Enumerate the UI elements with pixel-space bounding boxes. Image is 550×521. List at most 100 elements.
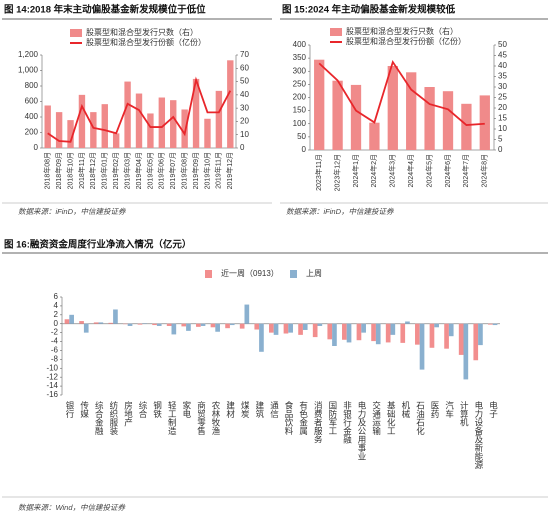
x-tick-label: 2024年4月 bbox=[406, 154, 415, 187]
y-tick-label: 6 bbox=[54, 292, 59, 301]
y-tick-label: -2 bbox=[51, 328, 59, 337]
bar bbox=[369, 122, 380, 150]
y2-tick-label: 0 bbox=[498, 145, 503, 154]
x-tick-label: 交通运输 bbox=[372, 400, 382, 436]
bar bbox=[156, 323, 162, 326]
y-tick-label: 350 bbox=[293, 53, 307, 62]
bar bbox=[385, 323, 391, 343]
y2-tick-label: 10 bbox=[498, 124, 507, 133]
line bbox=[47, 76, 232, 143]
x-tick-label: 商贸零售 bbox=[196, 400, 206, 436]
y-tick-label: 0 bbox=[302, 145, 307, 154]
x-tick-label: 2018年12月 bbox=[88, 152, 97, 189]
y2-tick-label: 20 bbox=[240, 117, 249, 126]
bar bbox=[479, 95, 490, 150]
y2-tick-label: 50 bbox=[240, 77, 249, 86]
bar bbox=[158, 97, 166, 148]
x-tick-label: 2024年6月 bbox=[443, 154, 452, 187]
bar bbox=[314, 59, 325, 151]
y-tick-label: 100 bbox=[293, 119, 307, 128]
y-tick-label: 0 bbox=[54, 319, 59, 328]
bar bbox=[273, 323, 279, 335]
legend-label: 股票型和混合型发行只数（右） bbox=[86, 27, 198, 37]
x-tick-label: 国防军工 bbox=[328, 401, 338, 435]
y2-tick-label: 0 bbox=[240, 143, 245, 152]
bar bbox=[356, 323, 362, 341]
bar bbox=[78, 94, 86, 148]
source-note: 数据来源：Wind，中信建投证券 bbox=[18, 503, 126, 512]
x-tick-label: 轻工制造 bbox=[167, 400, 177, 436]
line bbox=[318, 59, 485, 126]
x-tick-label: 2019年03月 bbox=[122, 152, 131, 189]
bar bbox=[170, 100, 177, 148]
bar bbox=[90, 112, 97, 148]
chart-title: 图 15:2024 年主动偏股基金新发规模较低 bbox=[282, 4, 456, 16]
x-tick-label: 2024年2月 bbox=[369, 154, 378, 187]
bar bbox=[192, 78, 200, 148]
x-tick-label: 2023年11月 bbox=[314, 154, 323, 191]
bar bbox=[371, 323, 376, 342]
x-tick-label: 汽车 bbox=[445, 400, 455, 419]
y-tick-label: -6 bbox=[51, 346, 59, 355]
legend-label: 近一周（0913） bbox=[221, 268, 279, 278]
bar bbox=[312, 323, 318, 338]
bar bbox=[244, 304, 250, 324]
x-tick-label: 2024年1月 bbox=[351, 154, 360, 187]
x-tick-label: 通信 bbox=[269, 400, 279, 419]
x-tick-label: 电力及公用事业 bbox=[357, 400, 367, 460]
y-tick-label: 4 bbox=[54, 301, 59, 310]
y-tick-label: 1,000 bbox=[18, 66, 39, 75]
y-tick-label: 400 bbox=[25, 112, 39, 121]
bar bbox=[288, 323, 293, 333]
bar bbox=[69, 314, 74, 324]
y-tick-label: -8 bbox=[51, 354, 59, 363]
bar bbox=[346, 323, 352, 343]
x-tick-label: 家电 bbox=[182, 400, 192, 418]
bar bbox=[400, 323, 406, 343]
y-tick-label: 1,200 bbox=[18, 50, 39, 59]
x-tick-label: 2019年12月 bbox=[225, 152, 234, 189]
x-tick-label: 2019年04月 bbox=[134, 152, 143, 189]
y-tick-label: -14 bbox=[46, 381, 58, 390]
source-note: 数据来源：iFinD，中信建投证券 bbox=[18, 207, 126, 216]
x-tick-label: 2019年11月 bbox=[214, 152, 223, 189]
y2-tick-label: 35 bbox=[498, 72, 507, 81]
bar bbox=[227, 60, 234, 148]
x-tick-label: 消费者服务 bbox=[313, 400, 323, 444]
bar bbox=[152, 323, 157, 326]
y-tick-label: -12 bbox=[46, 372, 58, 381]
bar bbox=[327, 323, 333, 340]
x-tick-label: 石油石化 bbox=[415, 401, 425, 436]
y2-tick-label: 60 bbox=[240, 63, 249, 72]
bar bbox=[444, 323, 449, 349]
bar bbox=[127, 323, 133, 326]
x-tick-label: 医药 bbox=[430, 401, 440, 419]
bar bbox=[350, 84, 362, 150]
y-tick-label: -16 bbox=[46, 390, 58, 399]
y-tick-label: 200 bbox=[25, 128, 39, 137]
x-tick-label: 传媒 bbox=[80, 400, 90, 419]
x-tick-label: 2019年07月 bbox=[168, 152, 177, 189]
bar bbox=[415, 323, 420, 345]
bar bbox=[200, 323, 206, 326]
x-tick-label: 2019年01月 bbox=[100, 152, 109, 189]
x-tick-label: 建筑 bbox=[255, 400, 265, 419]
bar bbox=[44, 105, 51, 148]
bar bbox=[196, 323, 201, 327]
y-tick-label: 800 bbox=[25, 81, 39, 90]
x-tick-label: 农林牧渔 bbox=[211, 400, 221, 435]
x-tick-label: 2018年08月 bbox=[43, 152, 52, 189]
bar bbox=[434, 323, 439, 328]
x-tick-label: 非银行金融 bbox=[342, 400, 352, 444]
bar bbox=[488, 323, 493, 325]
bar bbox=[112, 133, 120, 148]
y2-tick-label: 40 bbox=[240, 90, 249, 99]
bar bbox=[424, 87, 435, 150]
x-tick-label: 2019年08月 bbox=[179, 152, 188, 189]
bar bbox=[429, 323, 435, 348]
x-tick-label: 2018年10月 bbox=[65, 152, 74, 189]
bar bbox=[375, 323, 381, 345]
x-tick-label: 2018年11月 bbox=[77, 152, 86, 189]
bar bbox=[171, 323, 177, 335]
